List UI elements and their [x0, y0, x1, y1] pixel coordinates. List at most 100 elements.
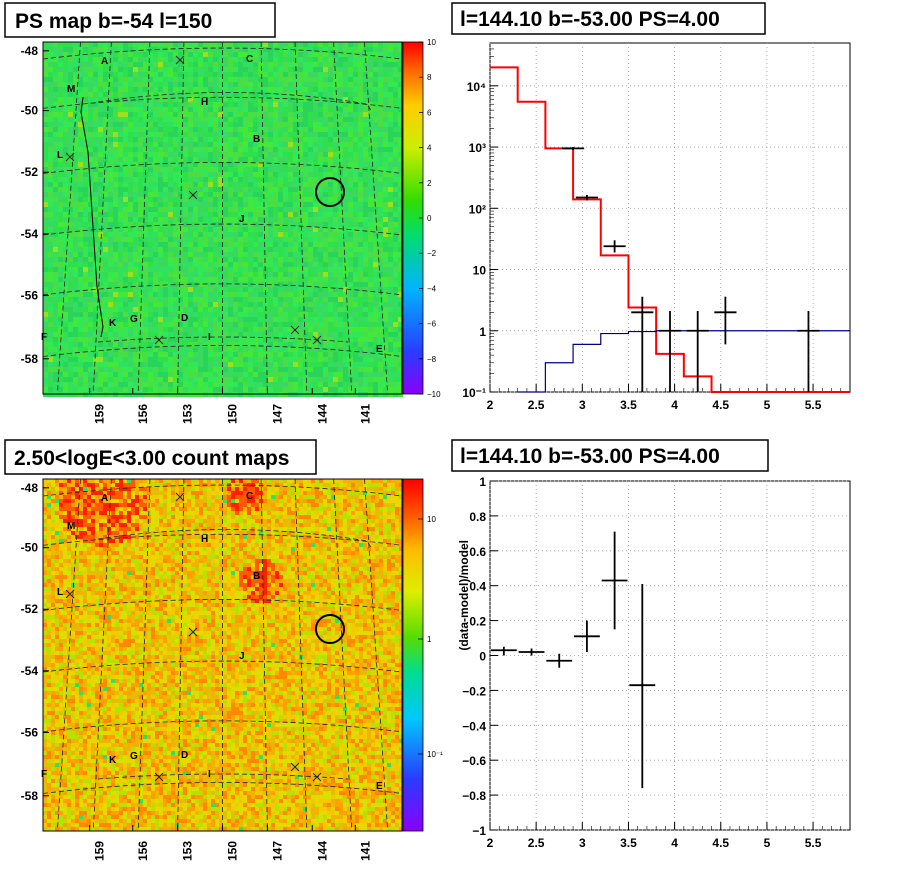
x-tick-label: 3 [579, 836, 586, 850]
source-cross [175, 55, 185, 65]
source-cross [312, 772, 322, 782]
source-cross [188, 190, 198, 200]
x-tick-label: 153 [181, 404, 195, 424]
x-tick-label: 5.5 [805, 398, 822, 412]
x-tick-label: 2 [487, 398, 494, 412]
x-tick-label: 144 [315, 841, 329, 861]
x-tick-label: 5 [764, 836, 771, 850]
y-tick-label: -50 [21, 541, 39, 555]
x-tick-label: 4.5 [712, 398, 729, 412]
y-tick-label: 1 [479, 475, 486, 489]
x-tick-label: 141 [358, 841, 372, 861]
ps-map-title-text: PS map b=-54 l=150 [15, 10, 212, 33]
y-tick-label: -54 [21, 664, 39, 678]
y-tick-label: 10 [473, 264, 487, 278]
colorbar-tick-label: −4 [427, 284, 437, 293]
x-tick-label: 156 [136, 404, 150, 424]
residual-point [490, 646, 517, 656]
y-tick-label: 10³ [469, 141, 486, 155]
coordinate-grid [42, 41, 403, 395]
y-tick-label: 0.8 [469, 510, 486, 524]
x-tick-label: 4 [671, 836, 678, 850]
data-point [797, 311, 820, 392]
source-cross [154, 772, 164, 782]
x-tick-label: 147 [270, 404, 284, 424]
data-point [562, 147, 585, 150]
count-map-title-text: 2.50<logE<3.00 count maps [14, 447, 289, 470]
source-cross [65, 152, 75, 162]
source-label-h: H [201, 534, 208, 545]
residual-title-text: l=144.10 b=-53.00 PS=4.00 [460, 445, 720, 468]
spectrum-title-text: l=144.10 b=-53.00 PS=4.00 [460, 8, 720, 31]
source-label-c: C [246, 491, 253, 502]
residual-point [601, 531, 628, 630]
y-tick-label: 10⁻¹ [462, 386, 486, 400]
colorbar-tick-label: 8 [427, 73, 432, 82]
y-tick-label: −1 [472, 824, 486, 838]
y-tick-label: -58 [21, 789, 39, 803]
colorbar-tick-label: 0 [427, 214, 432, 223]
source-label-c: C [246, 54, 253, 65]
colorbar-tick-label: −8 [427, 355, 437, 364]
target-circle [315, 177, 345, 207]
x-tick-label: 2 [487, 836, 494, 850]
residual-point [574, 620, 600, 653]
source-cross [290, 762, 300, 772]
source-label-d: D [181, 750, 188, 761]
x-tick-label: 150 [226, 404, 240, 424]
colorbar [402, 478, 424, 832]
ps-map-panel: A C M H B L J K G D I E F -48 -50 -52 -54 -56 -58 159 156 153… [21, 38, 441, 424]
y-tick-label: 10² [469, 202, 486, 216]
ps-map-title: PS map b=-54 l=150 [4, 2, 276, 38]
source-label-m: M [67, 521, 75, 532]
source-cross [175, 492, 185, 502]
coordinate-grid [42, 478, 403, 832]
y-tick-label: -58 [21, 352, 39, 366]
source-labels: A C M H B L J K G D I E F [41, 491, 383, 792]
y-tick-label: −0.4 [462, 719, 486, 733]
source-label-b: B [253, 571, 260, 582]
source-label-i: I [208, 769, 211, 780]
data-point [658, 311, 682, 392]
source-labels: A C M H B L J K G D I E F [41, 54, 383, 355]
map-pixels [43, 479, 403, 831]
y-tick-label: −0.6 [462, 754, 486, 768]
colorbar-tick-label: −10 [427, 390, 441, 399]
x-tick-label: 2.5 [528, 836, 545, 850]
y-tick-label: 0 [479, 650, 486, 664]
y-tick-label: −0.2 [462, 684, 486, 698]
source-label-j: J [239, 651, 245, 662]
source-label-j: J [239, 214, 245, 225]
y-tick-label: -48 [21, 481, 39, 495]
count-map-panel: A C M H B L J K G D I E F -48 -50 -52 -54 -56 -58 159 156 153… [21, 478, 443, 861]
source-cross [188, 627, 198, 637]
data-point [686, 311, 709, 392]
colorbar-tick-label: −2 [427, 249, 437, 258]
source-label-l: L [57, 587, 63, 598]
y-tick-label: 0.4 [469, 580, 486, 594]
x-tick-label: 3 [579, 398, 586, 412]
x-tick-label: 141 [358, 404, 372, 424]
colorbar-tick-label: 10 [427, 515, 436, 524]
residual-title: l=144.10 b=-53.00 PS=4.00 [451, 439, 769, 472]
residual-point [518, 648, 545, 656]
spectrum-title: l=144.10 b=-53.00 PS=4.00 [451, 2, 766, 35]
source-label-e: E [376, 781, 383, 792]
data-point [603, 240, 626, 253]
y-tick-label: -54 [21, 227, 39, 241]
source-label-h: H [201, 97, 208, 108]
source-label-f: F [41, 332, 47, 343]
residual-point [629, 583, 656, 789]
source-label-d: D [181, 313, 188, 324]
data-point [631, 296, 654, 392]
source-label-b: B [253, 134, 260, 145]
y-tick-label: 1 [479, 325, 486, 339]
residual-point [546, 653, 573, 668]
source-cross [65, 589, 75, 599]
spectrum-chart: 2 2.5 3 3.5 4 4.5 5 5.5 10⁴ 10³ 10² 10 1 10⁻¹ [462, 42, 851, 412]
x-tick-label: 159 [93, 404, 107, 424]
source-label-i: I [208, 332, 211, 343]
colorbar-tick-label: 4 [427, 144, 432, 153]
source-cross [312, 335, 322, 345]
